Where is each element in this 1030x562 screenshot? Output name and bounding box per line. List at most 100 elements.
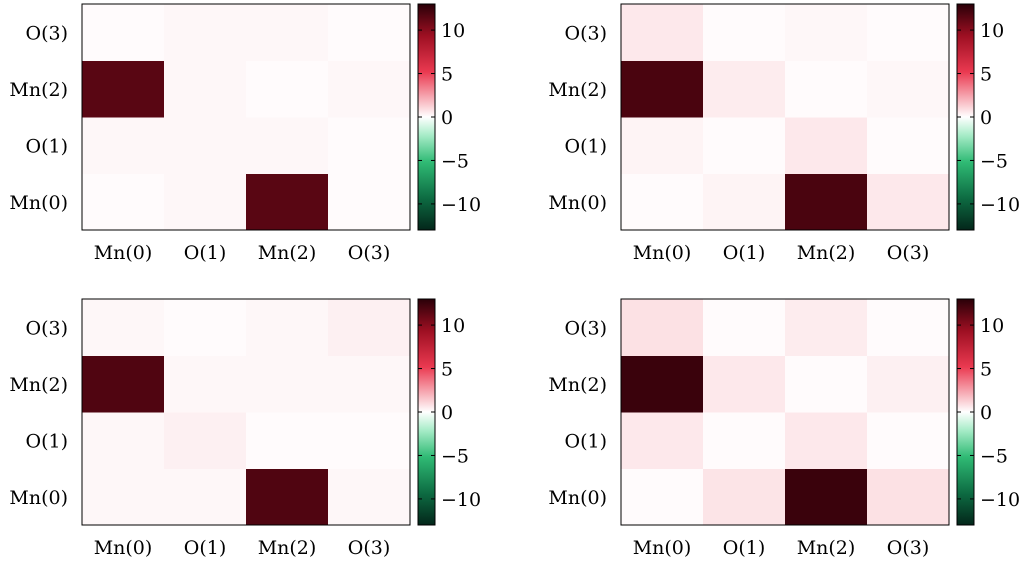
colorbar-gradient: [418, 4, 435, 230]
heatmap-cell-mn-0-o-3: [867, 173, 950, 231]
heatmap-cell-mn-2-mn-2: [785, 60, 868, 118]
y-tick-label: O(3): [26, 317, 69, 339]
heatmap-cell-o-3-o-3: [867, 299, 950, 356]
heatmap-cell-mn-0-o-3: [328, 468, 411, 526]
colorbar-tick-label: 0: [441, 402, 453, 424]
heatmap-panel-4: Mn(0) O(1) Mn(2) O(3) Mn(0) O(1) Mn(2) O(3) 10 5 0…: [548, 298, 1020, 559]
x-tick-label: Mn(2): [258, 242, 317, 264]
colorbar: 10 5 0 −5 −10: [417, 298, 481, 526]
colorbar-tick-label: −5: [980, 150, 1008, 172]
heatmap-cell-mn-2-o-1: [703, 60, 786, 118]
heatmap-cell-o-3-mn-2: [246, 299, 329, 356]
heatmap-cell-mn-0-mn-0: [82, 173, 165, 231]
heatmap-cell-o-3-mn-0: [621, 4, 704, 61]
heatmap-cell-mn-0-o-1: [164, 468, 247, 526]
heatmap-cell-mn-0-mn-2: [246, 468, 329, 526]
heatmap-cell-o-3-mn-0: [82, 299, 165, 356]
y-tick-label: Mn(0): [9, 192, 68, 214]
heatmap-cell-o-1-o-3: [328, 412, 411, 469]
x-tick-label: Mn(0): [633, 537, 692, 559]
heatmap-panel-1: Mn(0) O(1) Mn(2) O(3) Mn(0) O(1) Mn(2) O(3) 10 5 0…: [9, 3, 481, 264]
colorbar: 10 5 0 −5 −10: [417, 3, 481, 231]
heatmap-cell-mn-0-mn-0: [621, 468, 704, 526]
heatmap-cell-o-3-mn-0: [621, 299, 704, 356]
colorbar-gradient: [418, 299, 435, 525]
heatmap-cell-mn-2-o-3: [867, 355, 950, 413]
heatmap-cell-o-1-o-1: [164, 117, 247, 174]
heatmap-cell-o-1-mn-0: [621, 117, 704, 174]
colorbar-tick-label: 5: [441, 64, 453, 86]
heatmap-cell-mn-0-o-1: [164, 173, 247, 231]
heatmap-cell-o-1-o-1: [703, 412, 786, 469]
x-tick-label: Mn(0): [94, 537, 153, 559]
x-tick-label: Mn(0): [94, 242, 153, 264]
heatmap-cell-mn-2-o-3: [328, 60, 411, 118]
heatmap-cell-mn-0-mn-0: [621, 173, 704, 231]
colorbar-tick-label: −10: [980, 194, 1020, 216]
colorbar-gradient: [957, 299, 974, 525]
heatmap-cell-o-1-mn-2: [785, 117, 868, 174]
heatmap-cell-o-3-mn-2: [246, 4, 329, 61]
plot-frame: [81, 298, 411, 526]
plot-frame: [620, 3, 950, 231]
y-tick-label: O(1): [26, 430, 69, 452]
y-tick-label: O(3): [26, 22, 69, 44]
heatmap-cell-o-3-o-1: [164, 299, 247, 356]
colorbar: 10 5 0 −5 −10: [956, 3, 1020, 231]
colorbar-tick-label: 10: [980, 315, 1004, 337]
colorbar-tick-label: −5: [441, 445, 469, 467]
heatmap-cell-mn-0-o-1: [703, 173, 786, 231]
heatmap-cell-mn-2-mn-2: [246, 355, 329, 413]
x-tick-label: O(1): [184, 242, 227, 264]
heatmap-cell-mn-0-o-3: [328, 173, 411, 231]
heatmap-cell-o-3-mn-2: [785, 299, 868, 356]
colorbar-tick-label: −10: [980, 489, 1020, 511]
colorbar-tick-label: 5: [441, 359, 453, 381]
colorbar-tick-label: −5: [441, 150, 469, 172]
y-tick-label: Mn(0): [9, 487, 68, 509]
colorbar-tick-label: −10: [441, 489, 481, 511]
y-tick-label: Mn(2): [9, 79, 68, 101]
colorbar-tick-label: 0: [980, 402, 992, 424]
heatmap-panel-2: Mn(0) O(1) Mn(2) O(3) Mn(0) O(1) Mn(2) O(3) 10 5 0…: [548, 3, 1020, 264]
heatmap-cell-o-3-o-3: [328, 4, 411, 61]
heatmap-cell-o-1-o-1: [703, 117, 786, 174]
heatmap-cell-mn-2-o-1: [164, 60, 247, 118]
y-tick-label: O(1): [565, 135, 608, 157]
y-tick-label: O(1): [26, 135, 69, 157]
heatmap-cell-mn-0-mn-2: [785, 173, 868, 231]
y-tick-label: Mn(0): [548, 487, 607, 509]
x-tick-label: Mn(0): [633, 242, 692, 264]
heatmap-cell-o-1-mn-0: [621, 412, 704, 469]
x-tick-label: Mn(2): [797, 537, 856, 559]
y-tick-label: O(1): [565, 430, 608, 452]
y-tick-label: O(3): [565, 22, 608, 44]
heatmap-cell-o-3-o-3: [867, 4, 950, 61]
x-tick-label: O(3): [348, 242, 391, 264]
heatmap-cell-o-1-mn-0: [82, 117, 165, 174]
y-tick-label: O(3): [565, 317, 608, 339]
heatmap-cell-mn-0-mn-2: [785, 468, 868, 526]
heatmap-cell-mn-0-mn-2: [246, 173, 329, 231]
heatmap-cell-mn-2-mn-0: [82, 60, 165, 118]
x-tick-label: Mn(2): [797, 242, 856, 264]
colorbar-gradient: [957, 4, 974, 230]
x-tick-label: Mn(2): [258, 537, 317, 559]
colorbar-tick-label: 0: [980, 107, 992, 129]
x-tick-label: O(1): [723, 242, 766, 264]
heatmap-cell-mn-0-mn-0: [82, 468, 165, 526]
x-tick-label: O(1): [723, 537, 766, 559]
heatmap-cell-o-3-o-1: [703, 299, 786, 356]
heatmap-cell-o-1-o-1: [164, 412, 247, 469]
colorbar-tick-label: 0: [441, 107, 453, 129]
heatmap-cell-o-1-o-3: [867, 412, 950, 469]
heatmap-cell-mn-0-o-3: [867, 468, 950, 526]
heatmap-cell-mn-2-mn-2: [246, 60, 329, 118]
heatmap-cell-mn-2-o-1: [164, 355, 247, 413]
heatmap-cell-mn-2-o-3: [867, 60, 950, 118]
x-tick-label: O(3): [887, 242, 930, 264]
y-tick-label: Mn(2): [548, 374, 607, 396]
heatmap-cell-mn-2-mn-0: [82, 355, 165, 413]
y-tick-label: Mn(0): [548, 192, 607, 214]
